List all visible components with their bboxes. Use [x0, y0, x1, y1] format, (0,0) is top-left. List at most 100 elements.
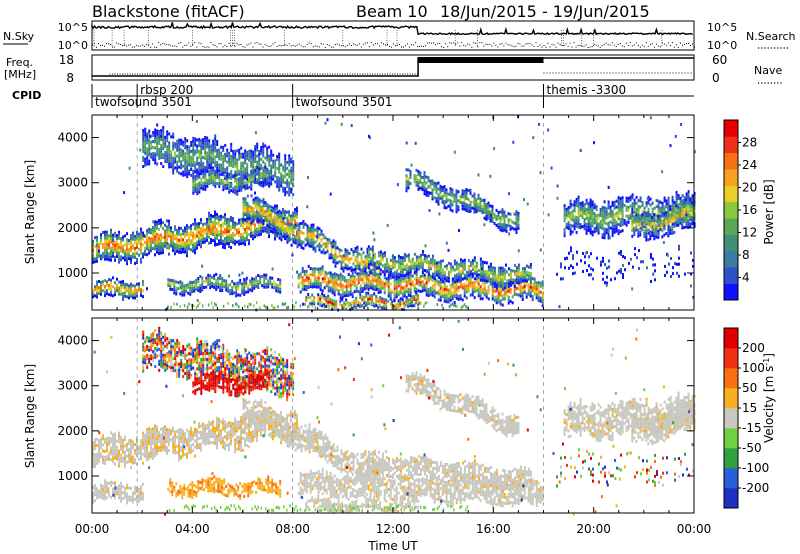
range-cell — [517, 217, 520, 221]
noise-search-dot — [609, 44, 611, 46]
range-cell — [341, 295, 344, 299]
range-cell — [367, 260, 370, 264]
range-cell — [268, 163, 271, 167]
range-cell — [118, 257, 120, 261]
range-cell — [585, 213, 588, 217]
range-cell — [467, 277, 470, 281]
range-cell — [535, 281, 538, 285]
range-cell — [270, 155, 273, 159]
range-cell — [638, 249, 640, 252]
range-cell — [102, 280, 104, 284]
range-cell — [312, 223, 315, 227]
range-cell — [200, 142, 203, 146]
range-cell — [497, 294, 500, 298]
range-cell — [312, 229, 315, 233]
range-cell — [200, 242, 202, 246]
range-cell — [587, 229, 590, 232]
range-cell — [244, 218, 247, 222]
range-cell — [678, 274, 680, 278]
range-cell — [268, 219, 271, 223]
range-cell — [292, 184, 295, 188]
range-cell — [194, 143, 197, 147]
noise-search-dot — [344, 46, 346, 48]
range-cell — [477, 291, 480, 295]
range-cell — [367, 281, 370, 285]
range-cell — [234, 158, 237, 162]
range-cell — [246, 226, 248, 230]
noise-search-dot — [631, 45, 633, 47]
noise-search-dot — [623, 46, 625, 48]
range-cell — [377, 282, 380, 285]
noise-search-dot — [178, 43, 180, 44]
range-cell — [172, 135, 175, 139]
range-cell — [635, 222, 638, 226]
range-cell — [523, 287, 526, 291]
range-cell — [409, 279, 412, 283]
range-cell — [607, 212, 610, 216]
range-cell — [691, 197, 694, 201]
range-cell — [645, 204, 648, 208]
range-cell — [183, 287, 186, 291]
range-cell — [467, 204, 470, 207]
range-cell — [226, 218, 228, 222]
range-cell — [184, 226, 186, 230]
range-cell — [653, 225, 656, 229]
range-cell — [395, 289, 398, 293]
range-cell — [639, 196, 642, 200]
range-cell — [204, 178, 207, 182]
range-cell — [577, 207, 580, 211]
range-cell — [182, 250, 184, 254]
range-cell — [455, 204, 458, 208]
range-cell — [196, 159, 199, 163]
range-cell — [463, 204, 466, 208]
range-cell — [605, 228, 608, 232]
range-cell — [158, 135, 161, 139]
range-cell — [250, 155, 253, 159]
range-cell — [624, 256, 626, 260]
range-cell — [421, 262, 424, 265]
range-cell — [348, 260, 351, 264]
range-cell — [467, 265, 470, 269]
range-cell — [317, 276, 320, 280]
range-cell — [344, 248, 347, 252]
range-cell — [334, 255, 337, 259]
range-cell — [120, 249, 122, 253]
range-cell — [315, 276, 318, 280]
range-cell — [491, 294, 494, 298]
range-cell — [242, 173, 245, 177]
range-cell — [188, 157, 191, 161]
noise-search-dot — [479, 42, 481, 44]
range-cell — [292, 228, 295, 232]
range-cell — [142, 159, 145, 162]
range-cell — [176, 249, 178, 253]
range-cell — [413, 174, 416, 178]
range-cell — [451, 277, 454, 281]
range-cell — [130, 282, 132, 286]
range-cell — [670, 257, 672, 260]
range-cell — [284, 160, 287, 164]
range-cell — [331, 291, 334, 295]
range-cell — [403, 256, 406, 259]
noise-search-dot — [292, 44, 294, 46]
range-cell — [296, 236, 299, 240]
range-cell — [214, 225, 216, 229]
range-cell — [573, 203, 576, 207]
range-cell — [248, 216, 251, 220]
range-cell — [108, 287, 110, 291]
range-cell — [617, 211, 620, 215]
range-cell — [587, 211, 590, 214]
range-cell — [423, 254, 426, 257]
range-cell — [220, 241, 222, 245]
range-cell — [307, 276, 310, 280]
range-cell — [218, 166, 221, 170]
range-cell — [485, 289, 488, 293]
range-cell — [140, 260, 142, 264]
range-cell — [132, 252, 134, 256]
range-cell — [341, 289, 344, 293]
range-cell — [629, 204, 632, 208]
range-cell — [224, 222, 226, 226]
range-cell — [487, 271, 490, 275]
noise-search-dot — [694, 46, 695, 48]
range-cell — [467, 271, 470, 275]
range-cell — [292, 214, 294, 218]
